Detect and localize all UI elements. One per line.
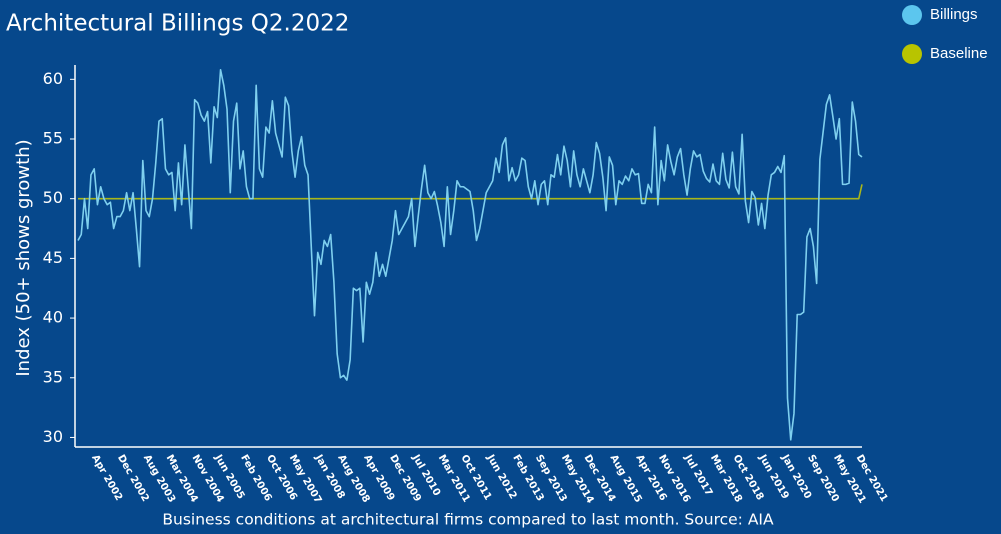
y-tick-label: 50 bbox=[43, 188, 63, 207]
y-axis-label: Index (50+ shows growth) bbox=[13, 139, 34, 376]
legend-label: Baseline bbox=[930, 45, 988, 62]
y-tick-label: 30 bbox=[43, 427, 63, 446]
y-tick-label: 55 bbox=[43, 129, 63, 148]
series-line bbox=[78, 184, 863, 200]
y-tick-label: 45 bbox=[43, 248, 63, 267]
legend-marker bbox=[902, 5, 922, 25]
chart-title: Architectural Billings Q2.2022 bbox=[6, 11, 349, 37]
x-axis-label: Business conditions at architectural fir… bbox=[162, 511, 774, 529]
series-line bbox=[77, 68, 863, 441]
legend-marker bbox=[902, 44, 922, 64]
y-tick-label: 35 bbox=[43, 367, 63, 386]
y-tick-label: 40 bbox=[43, 308, 63, 327]
y-tick-label: 60 bbox=[43, 69, 63, 88]
legend-label: Billings bbox=[930, 6, 978, 23]
